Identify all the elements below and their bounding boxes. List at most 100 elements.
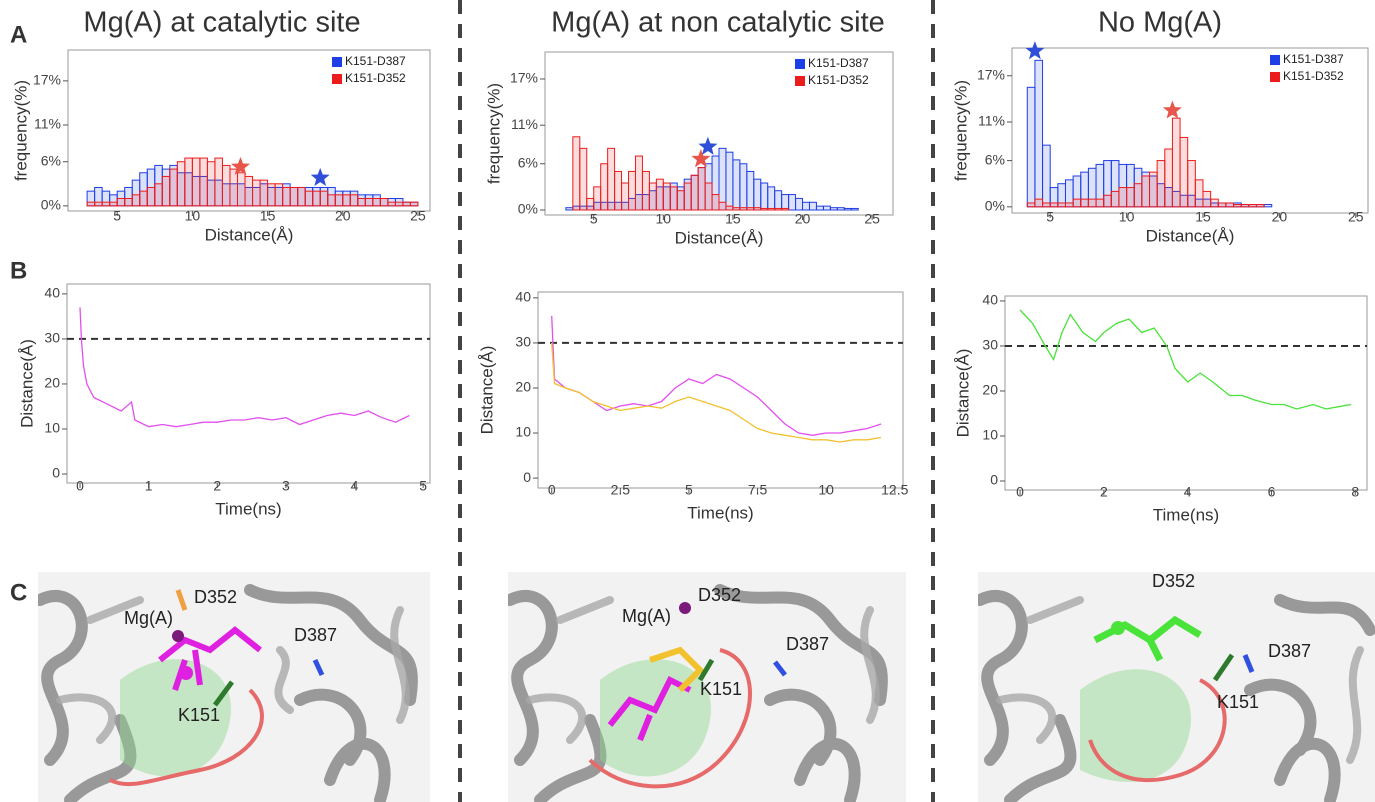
legend-swatch (1270, 72, 1280, 82)
bar (788, 194, 797, 211)
bar (116, 198, 126, 207)
bar (850, 207, 859, 211)
residue (1242, 654, 1255, 673)
residue (697, 658, 715, 682)
x-tick-label: 4 (351, 478, 359, 494)
bar (1118, 187, 1128, 208)
bar (1263, 204, 1273, 208)
bar (648, 182, 657, 211)
bar (836, 207, 845, 211)
bar (822, 205, 831, 211)
bar (1042, 202, 1051, 208)
bar (357, 198, 366, 207)
x-tick-label: 5 (1046, 209, 1054, 225)
x-tick-label: 20 (335, 208, 351, 224)
x-axis-label: Distance(Å) (675, 228, 764, 247)
structure-label: K151 (700, 679, 742, 699)
legend-label: K151-D352 (345, 71, 406, 85)
legend-label: K151-D387 (808, 56, 869, 70)
bar (669, 186, 678, 211)
bar (829, 207, 838, 211)
x-tick-label: 2.5 (611, 482, 631, 498)
bar (732, 159, 741, 211)
y-tick-label: 40 (515, 289, 531, 305)
bar (607, 147, 616, 211)
legend-label: K151-D387 (1283, 52, 1344, 66)
chart: 0% 6% 11% 17% 5 10 15 20 25 Distance(Å) frequency(… (11, 49, 431, 244)
bar (586, 197, 595, 211)
x-tick-label: 0 (76, 478, 84, 494)
bar (1026, 202, 1036, 208)
bar (718, 147, 727, 211)
bar (312, 190, 321, 207)
legend-swatch (1270, 55, 1280, 65)
bar (600, 163, 609, 211)
y-axis-label: Distance(Å) (953, 349, 972, 438)
bar (409, 201, 419, 207)
structure-image (508, 572, 906, 802)
sheet (120, 659, 231, 777)
bar (1225, 202, 1235, 208)
legend-swatch (332, 57, 342, 67)
bar (767, 207, 776, 211)
ligand (607, 675, 692, 742)
bar (690, 174, 699, 211)
x-tick-label: 15 (725, 211, 741, 227)
line-series (79, 307, 410, 428)
structure-label: D352 (698, 585, 741, 605)
y-tick-label: 6% (41, 152, 61, 168)
bar (236, 172, 246, 207)
bar (146, 186, 156, 207)
x-tick-label: 10 (656, 211, 672, 227)
plot-frame (1004, 295, 1368, 491)
x-tick-label: 15 (1195, 209, 1211, 225)
x-tick-label: 4 (1184, 484, 1192, 500)
bar (760, 207, 769, 211)
x-tick-label: 5 (419, 478, 427, 494)
bar (621, 182, 630, 211)
bar (282, 186, 291, 207)
y-axis-label: frequency(%) (484, 83, 503, 184)
y-tick-label: 6% (985, 151, 1005, 167)
image-bg (38, 572, 430, 802)
ribbon (978, 590, 1375, 802)
x-tick-label: 12.5 (881, 482, 908, 498)
bar (267, 183, 276, 207)
x-tick-label: 7.5 (748, 482, 768, 498)
column-title: Mg(A) at non catalytic site (551, 7, 885, 39)
bar (739, 163, 748, 211)
bar (1156, 160, 1166, 208)
bar (154, 183, 163, 207)
y-tick-label: 0% (518, 201, 538, 217)
x-tick-label: 6 (1268, 484, 1276, 500)
ligand (649, 646, 705, 693)
bar (402, 201, 411, 207)
bar (1034, 59, 1044, 208)
line-series (1019, 309, 1352, 410)
bar (1217, 202, 1227, 208)
loop (588, 648, 752, 789)
bar (676, 190, 685, 211)
x-tick-label: 20 (795, 211, 811, 227)
bar (206, 161, 216, 207)
bar (94, 201, 103, 207)
bar (579, 147, 588, 211)
plot-frame (1011, 47, 1369, 214)
bar (244, 175, 254, 207)
structure-image (978, 572, 1375, 802)
y-tick-label: 17% (510, 70, 538, 86)
y-tick-label: 30 (44, 330, 60, 346)
y-tick-label: 17% (977, 66, 1005, 82)
bar (1202, 190, 1212, 208)
ribbon (508, 584, 888, 802)
bar (1072, 198, 1082, 208)
line-series (551, 342, 882, 443)
y-tick-label: 0% (985, 198, 1005, 214)
x-tick-label: 20 (1272, 209, 1288, 225)
structure-label: Mg(A) (124, 608, 173, 628)
bar (1087, 198, 1097, 208)
bar (274, 183, 284, 207)
plot-frame (66, 283, 431, 484)
bar (725, 205, 734, 211)
bar (1026, 86, 1036, 208)
